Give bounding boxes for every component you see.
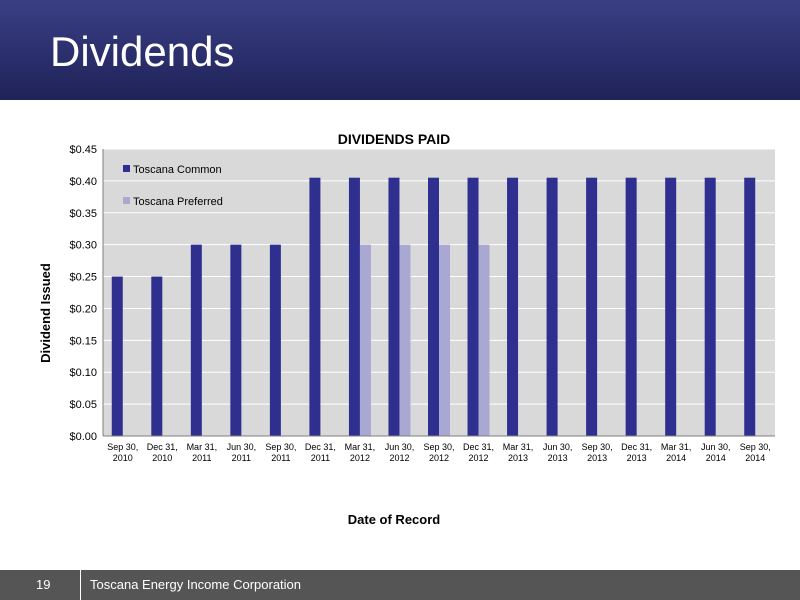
bar-preferred <box>399 244 411 436</box>
y-axis-label: Dividend Issued <box>38 263 53 363</box>
x-tick-label: Dec 31, <box>147 442 178 452</box>
x-tick-label: Mar 31, <box>503 442 534 452</box>
x-tick-label: Mar 31, <box>345 442 376 452</box>
y-axis-ticks: $0.00 $0.05 $0.10 $0.15 $0.20 $0.25 $0.30 $0.35… <box>69 144 97 443</box>
x-tick-label: Dec 31, <box>463 442 494 452</box>
bar-common <box>744 177 756 436</box>
x-tick-label: Sep 30, <box>582 442 613 452</box>
bar-common <box>507 177 519 436</box>
x-tick-label: 2011 <box>311 453 330 463</box>
x-tick-label: Mar 31, <box>661 442 692 452</box>
x-axis-label: Date of Record <box>348 512 441 527</box>
x-tick-label: 2010 <box>152 453 172 463</box>
bar-common <box>388 177 400 436</box>
bars <box>111 177 756 436</box>
dividends-chart: DIVIDENDS PAID $0.00 $0.05 $0.10 $0.15 $0.20… <box>38 131 775 527</box>
bar-common <box>269 244 281 436</box>
legend-label-common: Toscana Common <box>133 164 222 176</box>
x-tick-label: Dec 31, <box>305 442 336 452</box>
x-tick-label: Jun 30, <box>701 442 731 452</box>
legend-label-preferred: Toscana Preferred <box>133 196 223 208</box>
x-tick-label: Mar 31, <box>187 442 218 452</box>
y-tick-label: $0.45 <box>69 144 97 156</box>
x-tick-label: 2011 <box>192 453 211 463</box>
bar-common <box>546 177 558 436</box>
x-tick-label: 2012 <box>469 453 489 463</box>
legend-swatch-preferred <box>123 197 130 204</box>
bar-common <box>467 177 479 436</box>
bar-common <box>625 177 637 436</box>
x-tick-label: 2014 <box>706 453 726 463</box>
x-tick-label: 2012 <box>350 453 370 463</box>
x-tick-label: 2010 <box>113 453 133 463</box>
slide-title: Dividends <box>50 28 235 75</box>
bar-common <box>309 177 321 436</box>
footer-divider <box>80 570 81 600</box>
x-tick-label: Sep 30, <box>423 442 454 452</box>
x-tick-label: Dec 31, <box>621 442 652 452</box>
page-number: 19 <box>36 577 51 592</box>
x-tick-label: Sep 30, <box>740 442 771 452</box>
x-tick-label: 2012 <box>389 453 409 463</box>
bar-common <box>111 276 123 436</box>
y-tick-label: $0.15 <box>69 335 97 347</box>
x-tick-label: 2011 <box>271 453 290 463</box>
y-tick-label: $0.25 <box>69 272 97 284</box>
x-tick-label: 2011 <box>232 453 251 463</box>
legend-swatch-common <box>123 165 130 172</box>
bar-common <box>190 244 202 436</box>
chart-title: DIVIDENDS PAID <box>338 131 451 147</box>
bar-common <box>586 177 598 436</box>
y-tick-label: $0.30 <box>69 240 97 252</box>
x-tick-label: Jun 30, <box>543 442 573 452</box>
x-tick-label: 2013 <box>548 453 568 463</box>
bar-common <box>151 276 163 436</box>
y-tick-label: $0.40 <box>69 176 97 188</box>
bar-common <box>348 177 360 436</box>
y-tick-label: $0.00 <box>69 431 97 443</box>
x-tick-label: 2013 <box>587 453 607 463</box>
company-name: Toscana Energy Income Corporation <box>90 577 302 592</box>
x-tick-label: 2014 <box>745 453 765 463</box>
x-tick-label: Sep 30, <box>107 442 138 452</box>
bar-preferred <box>478 244 490 436</box>
bar-common <box>230 244 242 436</box>
bar-preferred <box>439 244 450 436</box>
x-tick-label: Jun 30, <box>227 442 257 452</box>
bar-preferred <box>359 244 371 436</box>
x-tick-label: 2013 <box>508 453 528 463</box>
x-tick-label: 2012 <box>429 453 449 463</box>
x-tick-label: 2014 <box>666 453 686 463</box>
x-tick-label: 2013 <box>627 453 647 463</box>
slide-header: Dividends <box>0 0 800 100</box>
bar-common <box>704 177 716 436</box>
slide-footer: 19 Toscana Energy Income Corporation <box>0 570 800 600</box>
bar-common <box>428 177 439 436</box>
y-tick-label: $0.05 <box>69 399 97 411</box>
y-tick-label: $0.10 <box>69 367 97 379</box>
bar-common <box>665 177 677 436</box>
y-tick-label: $0.35 <box>69 208 97 220</box>
x-tick-label: Jun 30, <box>385 442 415 452</box>
y-tick-label: $0.20 <box>69 303 97 315</box>
legend: Toscana Common Toscana Preferred <box>123 164 223 208</box>
x-tick-label: Sep 30, <box>265 442 296 452</box>
